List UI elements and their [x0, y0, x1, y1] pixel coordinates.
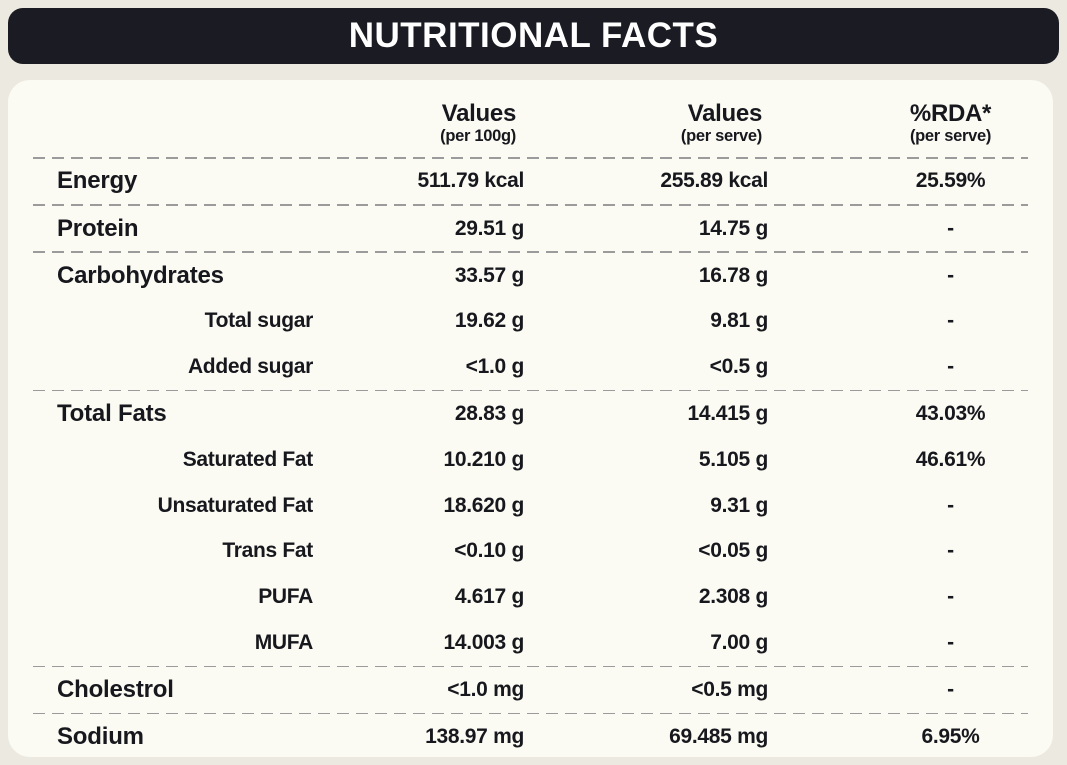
value-per-100g: <0.10 g — [454, 539, 524, 563]
row-divider — [33, 251, 1028, 253]
value-per-100g: <1.0 g — [465, 355, 525, 379]
col-header-sublabel: (per serve) — [909, 127, 992, 145]
nutrition-facts-card: Values (per 100g) Values (per serve) %RD… — [8, 80, 1053, 757]
nutrient-name: PUFA — [258, 585, 313, 609]
rda-per-serve: - — [947, 216, 954, 240]
row-energy: Energy 511.79 kcal 255.89 kcal 25.59% — [8, 159, 1053, 205]
row-added-sugar: Added sugar <1.0 g <0.5 g - — [8, 344, 1053, 390]
rda-per-serve: 43.03% — [915, 402, 986, 426]
title-banner: NUTRITIONAL FACTS — [8, 8, 1059, 64]
nutrient-name: Total Fats — [57, 400, 167, 428]
row-unsaturated-fat: Unsaturated Fat 18.620 g 9.31 g - — [8, 483, 1053, 529]
row-divider — [33, 389, 1028, 392]
nutrient-name: Energy — [57, 167, 138, 195]
page-title: NUTRITIONAL FACTS — [348, 16, 719, 55]
value-per-serve: 14.75 g — [698, 216, 768, 240]
value-per-serve: <0.05 g — [698, 539, 768, 563]
row-divider — [33, 157, 1028, 159]
rda-per-serve: 25.59% — [915, 169, 986, 193]
nutrient-name: Unsaturated Fat — [157, 493, 314, 517]
rda-per-serve: - — [947, 585, 954, 609]
table-header-row: Values (per 100g) Values (per serve) %RD… — [8, 80, 1053, 157]
rda-per-serve: - — [947, 263, 954, 287]
value-per-100g: 33.57 g — [454, 263, 524, 287]
value-per-serve: 7.00 g — [710, 630, 768, 654]
value-per-serve: <0.5 mg — [691, 677, 768, 701]
rda-per-serve: - — [947, 355, 954, 379]
row-divider — [33, 665, 1028, 668]
row-sodium: Sodium 138.97 mg 69.485 mg 6.95% — [8, 714, 1053, 757]
col-header-per-100g: Values (per 100g) — [313, 100, 524, 146]
value-per-serve: 5.105 g — [698, 447, 768, 471]
nutrient-name: Saturated Fat — [182, 447, 314, 471]
value-per-serve: <0.5 g — [709, 355, 769, 379]
nutrient-name: Added sugar — [187, 355, 313, 379]
col-header-label: %RDA* — [909, 100, 992, 127]
value-per-100g: 19.62 g — [454, 309, 524, 333]
rda-per-serve: - — [947, 539, 954, 563]
nutrient-name: Trans Fat — [222, 539, 313, 563]
row-total-fats: Total Fats 28.83 g 14.415 g 43.03% — [8, 391, 1053, 437]
col-header-sublabel: (per 100g) — [440, 127, 516, 145]
col-header-per-serve: Values (per serve) — [524, 100, 848, 146]
rda-per-serve: - — [947, 677, 954, 701]
rda-per-serve: 6.95% — [921, 725, 980, 749]
value-per-100g: 10.210 g — [443, 447, 525, 471]
row-trans-fat: Trans Fat <0.10 g <0.05 g - — [8, 529, 1053, 575]
rda-per-serve: - — [947, 630, 954, 654]
nutrient-name: MUFA — [254, 630, 314, 654]
nutrient-name: Protein — [57, 214, 139, 242]
nutrient-name: Carbohydrates — [57, 261, 224, 289]
row-cholestrol: Cholestrol <1.0 mg <0.5 mg - — [8, 667, 1053, 713]
row-total-sugar: Total sugar 19.62 g 9.81 g - — [8, 299, 1053, 345]
row-saturated-fat: Saturated Fat 10.210 g 5.105 g 46.61% — [8, 437, 1053, 483]
col-header-label: Values — [687, 100, 763, 127]
row-carbohydrates: Carbohydrates 33.57 g 16.78 g - — [8, 253, 1053, 299]
row-mufa: MUFA 14.003 g 7.00 g - — [8, 620, 1053, 666]
value-per-serve: 9.31 g — [710, 493, 768, 517]
col-header-rda: %RDA* (per serve) — [848, 100, 1053, 146]
value-per-serve: 9.81 g — [710, 309, 768, 333]
value-per-serve: 16.78 g — [698, 263, 768, 287]
value-per-100g: 511.79 kcal — [417, 169, 525, 193]
value-per-100g: 18.620 g — [443, 493, 525, 517]
row-divider — [33, 204, 1028, 206]
value-per-serve: 255.89 kcal — [660, 169, 768, 193]
nutrient-name: Total sugar — [204, 309, 314, 333]
row-divider — [33, 712, 1028, 715]
rda-per-serve: - — [947, 309, 954, 333]
col-header-sublabel: (per serve) — [680, 127, 762, 145]
value-per-serve: 69.485 mg — [669, 725, 768, 749]
nutrient-name: Sodium — [57, 723, 144, 751]
value-per-100g: 4.617 g — [454, 585, 524, 609]
nutrient-name: Cholestrol — [57, 675, 174, 703]
rda-per-serve: - — [947, 493, 954, 517]
rda-per-serve: 46.61% — [915, 447, 986, 471]
row-pufa: PUFA 4.617 g 2.308 g - — [8, 574, 1053, 620]
value-per-100g: 29.51 g — [454, 216, 524, 240]
col-header-label: Values — [441, 100, 517, 127]
value-per-100g: <1.0 mg — [447, 677, 524, 701]
value-per-100g: 28.83 g — [454, 402, 524, 426]
value-per-100g: 14.003 g — [443, 630, 525, 654]
value-per-serve: 2.308 g — [698, 585, 768, 609]
row-protein: Protein 29.51 g 14.75 g - — [8, 206, 1053, 252]
value-per-serve: 14.415 g — [687, 402, 769, 426]
value-per-100g: 138.97 mg — [425, 725, 524, 749]
